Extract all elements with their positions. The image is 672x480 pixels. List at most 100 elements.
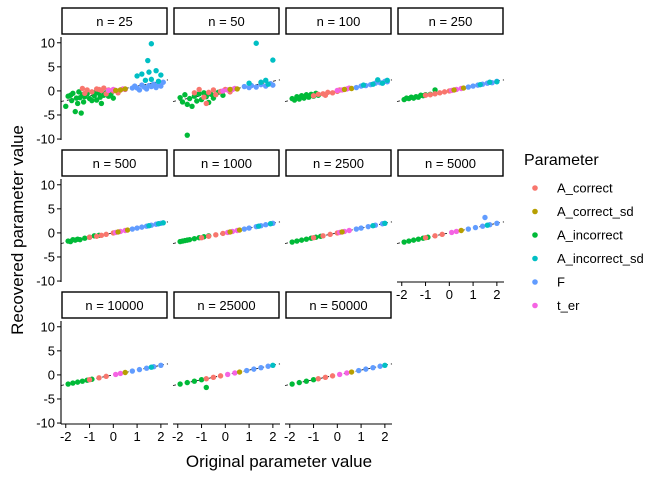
y-tick-label: 5	[48, 201, 55, 216]
data-point	[325, 89, 331, 96]
data-point	[234, 86, 240, 92]
data-point	[74, 379, 81, 385]
facet-strip	[397, 149, 504, 177]
x-tick-label: 0	[110, 429, 117, 444]
data-point	[136, 366, 143, 373]
facet-strip	[173, 149, 280, 177]
data-point	[74, 100, 81, 107]
legend-item: A_incorrect	[532, 228, 623, 243]
data-point	[377, 363, 383, 369]
x-tick-label: 1	[357, 429, 364, 444]
data-point	[82, 235, 88, 241]
data-point	[189, 103, 195, 110]
data-point	[220, 88, 226, 94]
data-point	[72, 108, 78, 115]
data-point	[353, 84, 360, 91]
data-point	[205, 89, 212, 96]
data-point	[160, 220, 166, 226]
data-point	[148, 41, 155, 47]
data-point	[258, 364, 264, 371]
data-point	[294, 238, 300, 244]
data-point	[441, 89, 448, 95]
data-point	[112, 371, 119, 378]
y-tick-label: -10	[36, 132, 55, 147]
data-point	[134, 73, 140, 79]
data-point	[155, 78, 162, 84]
facet-panel: n = 25000 -2 -1 0 1 2	[172, 291, 281, 444]
facet-strip-label: n = 250	[429, 14, 473, 29]
data-point	[194, 98, 200, 104]
data-point	[201, 90, 207, 96]
data-point	[191, 378, 198, 384]
data-point	[263, 222, 269, 228]
data-point	[289, 381, 295, 387]
data-point	[246, 80, 252, 86]
data-point	[79, 85, 86, 92]
legend-label: F	[557, 275, 565, 290]
data-point	[227, 229, 233, 235]
y-tick-label: -5	[43, 107, 55, 122]
data-point	[186, 95, 193, 102]
data-point	[356, 367, 362, 374]
data-point	[122, 369, 128, 376]
legend-key	[532, 279, 538, 285]
data-point	[217, 373, 224, 379]
data-point	[348, 369, 355, 375]
data-point	[310, 377, 317, 383]
legend-item: t_er	[532, 298, 580, 313]
data-point	[244, 367, 250, 374]
legend-label: A_correct_sd	[557, 204, 634, 219]
data-point	[205, 233, 212, 239]
data-point	[460, 85, 467, 91]
legend-label: A_incorrect_sd	[557, 251, 644, 266]
data-point	[179, 99, 186, 105]
data-point	[77, 236, 83, 243]
data-point	[241, 226, 248, 232]
y-tick-label: 10	[41, 177, 55, 192]
data-point	[227, 86, 233, 93]
data-point	[101, 85, 107, 91]
data-point	[142, 77, 149, 84]
data-point	[220, 92, 226, 98]
facet-strip-label: n = 100	[317, 14, 361, 29]
data-point	[236, 227, 243, 233]
data-point	[220, 230, 226, 237]
facet-strip-label: n = 10000	[85, 298, 143, 313]
data-point	[70, 90, 76, 97]
data-point	[136, 87, 143, 93]
data-point	[177, 94, 183, 101]
facet-strip	[61, 291, 168, 319]
data-point	[479, 223, 486, 229]
legend-item: F	[532, 275, 565, 290]
data-point	[203, 384, 209, 391]
data-point	[322, 374, 329, 381]
data-point	[203, 376, 209, 382]
data-point	[263, 77, 269, 84]
x-tick-label: 0	[222, 429, 229, 444]
facet-strip-label: n = 5000	[425, 156, 476, 171]
y-tick-label: -5	[43, 391, 55, 406]
data-point	[353, 226, 360, 232]
y-tick-label: -10	[36, 274, 55, 289]
data-point	[487, 79, 493, 85]
x-tick-label: -2	[396, 287, 408, 302]
legend-item: A_incorrect_sd	[532, 251, 644, 266]
data-point	[346, 227, 352, 234]
data-point	[232, 370, 238, 376]
data-point	[201, 94, 207, 100]
legend-item: A_correct_sd	[532, 204, 634, 219]
y-tick-label: 5	[48, 343, 55, 358]
legend-label: A_correct	[557, 181, 613, 196]
facet-panel: n = 50	[172, 7, 281, 138]
data-point	[470, 83, 476, 89]
facet-strip-label: n = 1000	[201, 156, 252, 171]
legend-label: A_incorrect	[557, 228, 623, 243]
data-point	[139, 71, 145, 77]
data-point	[310, 235, 317, 241]
data-point	[360, 82, 367, 88]
facet-strip-label: n = 25000	[197, 298, 255, 313]
data-point	[86, 377, 93, 383]
data-point	[203, 100, 209, 107]
facet-strip	[173, 291, 280, 319]
facet-strip	[61, 7, 168, 35]
